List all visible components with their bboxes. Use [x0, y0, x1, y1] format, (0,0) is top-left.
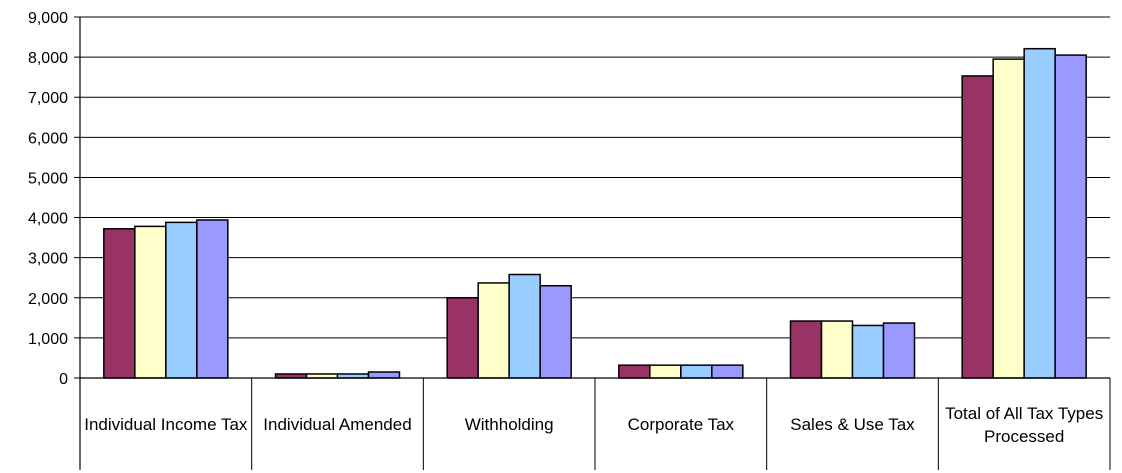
bar [367, 371, 401, 379]
y-tick-label: 3,000 [28, 251, 68, 268]
y-tick-label: 9,000 [28, 10, 68, 27]
y-tick-label: 7,000 [28, 90, 68, 107]
x-category-label: Individual Amended [263, 415, 412, 434]
bar [446, 297, 479, 379]
bars [103, 47, 1087, 379]
y-tick-label: 8,000 [28, 50, 68, 67]
bar [305, 373, 339, 379]
bar [1054, 54, 1087, 379]
y-tick-label: 4,000 [28, 211, 68, 228]
bar [134, 225, 167, 379]
bar [992, 58, 1025, 379]
x-category-label: Corporate Tax [627, 415, 735, 434]
y-tick-label: 0 [59, 371, 68, 388]
y-tick-label: 5,000 [28, 170, 68, 187]
x-category-label: Total of All Tax Types Processed [945, 403, 1104, 446]
bar [851, 324, 885, 379]
bar [711, 364, 744, 379]
x-category-label: Sales & Use Tax [790, 415, 915, 434]
gridlines [74, 16, 1110, 379]
y-tick-label: 6,000 [28, 130, 68, 147]
bar [165, 221, 198, 379]
bar [789, 320, 823, 379]
x-category-labels: Individual Income Tax Individual Amended W… [84, 378, 1111, 470]
bar [196, 219, 229, 379]
bar [1023, 47, 1056, 379]
x-category-label: Withholding [464, 415, 554, 434]
bar [103, 228, 136, 379]
bar [961, 75, 994, 379]
bar [680, 364, 713, 379]
bar [539, 284, 572, 379]
bar [477, 282, 510, 379]
bar [274, 373, 308, 379]
x-category-label: Individual Income Tax [84, 415, 248, 434]
bar [820, 320, 854, 379]
bar [882, 322, 916, 379]
bar [618, 364, 651, 379]
y-tick-label: 1,000 [28, 331, 68, 348]
bar [649, 364, 682, 379]
bar [336, 373, 370, 379]
bar [508, 273, 541, 379]
y-tick-label: 2,000 [28, 291, 68, 308]
y-tick-labels: 0 1,000 2,000 3,000 4,000 5,000 6,000 7,000 8,00… [28, 10, 68, 388]
